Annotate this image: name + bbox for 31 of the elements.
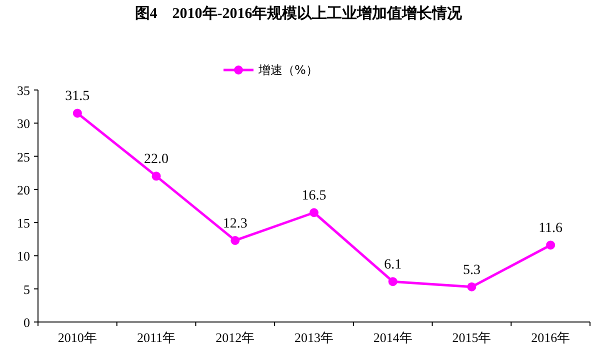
y-tick-label: 25 [17, 149, 30, 164]
y-tick-label: 35 [17, 83, 30, 98]
point [310, 208, 318, 218]
data-label: 11.6 [538, 221, 563, 236]
point [230, 236, 240, 245]
x-tick-label: 2010年 [58, 330, 97, 345]
data-label: 22.0 [144, 152, 169, 168]
point [467, 282, 476, 292]
y-tick-label: 30 [17, 116, 30, 132]
chart-title: 图4 2010年-2016年规模以上工业增加值增长情况 [134, 5, 464, 22]
x-tick-label: 2016年 [531, 330, 570, 345]
point [388, 277, 398, 286]
x-tick-label: 2012年 [216, 330, 255, 345]
y-tick-label: 0 [24, 315, 30, 330]
x-tick-label: 2011年 [137, 330, 176, 345]
x-tick-label: 2015年 [452, 330, 492, 345]
data-label: 5.3 [462, 262, 480, 278]
x-tick-label: 2013年 [294, 330, 334, 345]
x-tick-label: 2014年 [373, 330, 412, 345]
data-label: 6.1 [384, 258, 402, 273]
data-label: 12.3 [222, 216, 248, 232]
y-tick-label: 20 [17, 182, 30, 198]
legend-label: 增速（%） [258, 63, 318, 77]
point [72, 108, 82, 118]
point [546, 240, 556, 250]
y-tick-label: 5 [24, 282, 30, 297]
data-label: 16.5 [302, 188, 326, 204]
data-label: 31.5 [65, 89, 90, 104]
y-tick-label: 15 [17, 216, 30, 231]
point [152, 172, 161, 181]
y-tick-label: 10 [17, 248, 30, 264]
